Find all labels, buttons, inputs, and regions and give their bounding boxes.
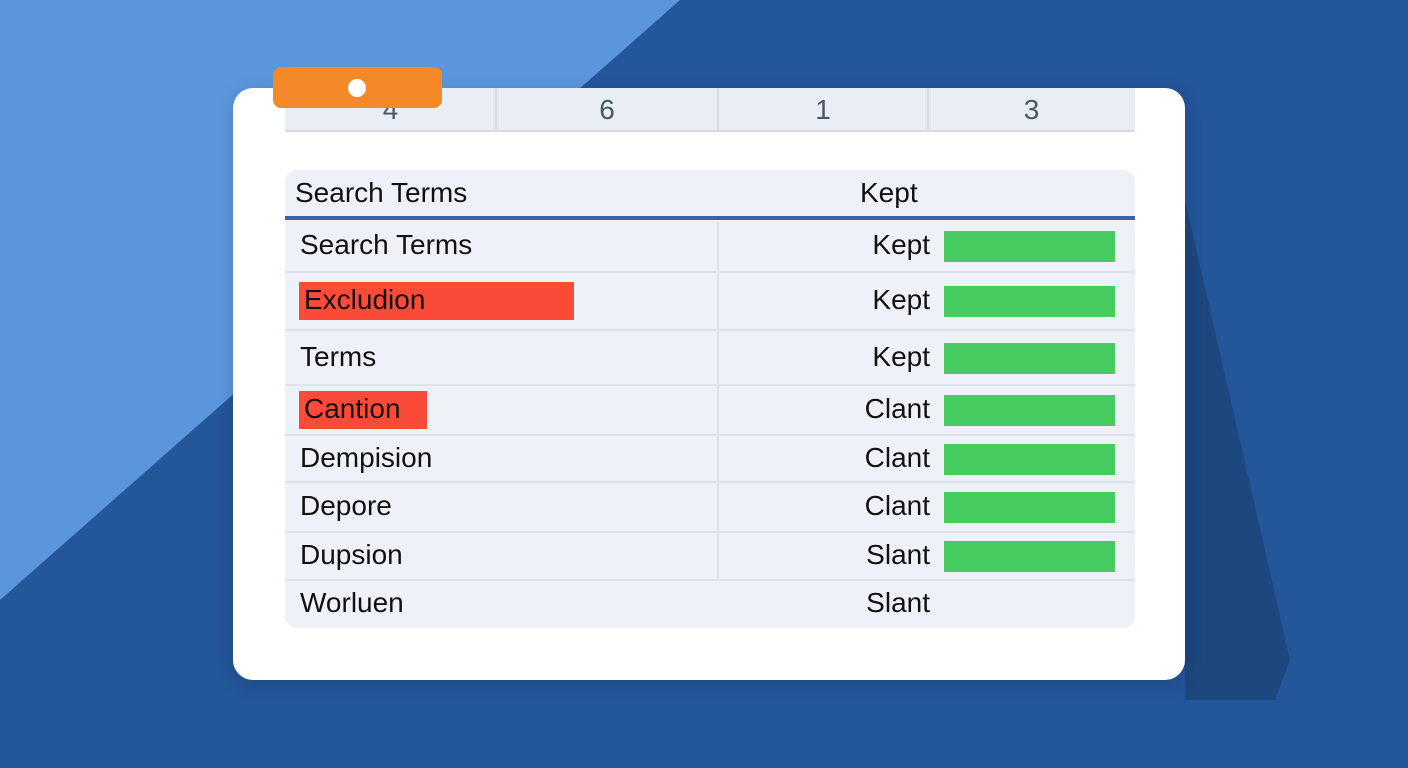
tab-divider [495,88,497,130]
status-cell: Kept [872,340,930,372]
term-cell: Search Terms [300,229,473,260]
row-line [285,434,1135,436]
tab-label[interactable]: 3 [1023,94,1040,125]
tab-divider [717,88,719,130]
status-cell: Slant [866,539,930,570]
status-bar [944,492,1115,523]
tab-divider [927,88,929,130]
term-cell: Cantion [304,393,401,424]
header-line [285,216,1135,220]
status-bar [944,395,1115,426]
status-cell: Clant [864,490,930,521]
row-line [285,481,1135,483]
term-cell: Dupsion [300,539,403,570]
status-cell: Kept [872,229,930,260]
status-cell: Slant [866,587,930,618]
term-cell: Terms [300,340,377,372]
status-bar [944,443,1115,475]
status-bar [944,231,1115,262]
term-cell: Depore [300,490,392,521]
highlight [299,282,574,320]
row-line [285,271,1135,273]
highlight [299,391,427,429]
term-cell: Excludion [304,284,426,315]
status-bar [944,541,1115,572]
row-line [285,579,1135,581]
header-cell: Search Terms [295,177,468,208]
status-bar [944,286,1115,317]
term-cell: Dempision [300,441,433,473]
status-cell: Kept [872,284,930,315]
header-cell: Kept [860,177,918,208]
tab-label[interactable]: 1 [815,94,831,125]
row-line [285,329,1135,331]
row-line [285,531,1135,533]
status-cell: Clant [864,393,930,424]
tab-label[interactable]: 6 [599,94,615,125]
column-divider [717,222,719,580]
term-cell: Worluen [300,587,404,618]
status-bar [944,342,1115,374]
tab-dot [348,79,366,97]
row-line [285,384,1135,386]
status-cell: Clant [864,441,930,473]
